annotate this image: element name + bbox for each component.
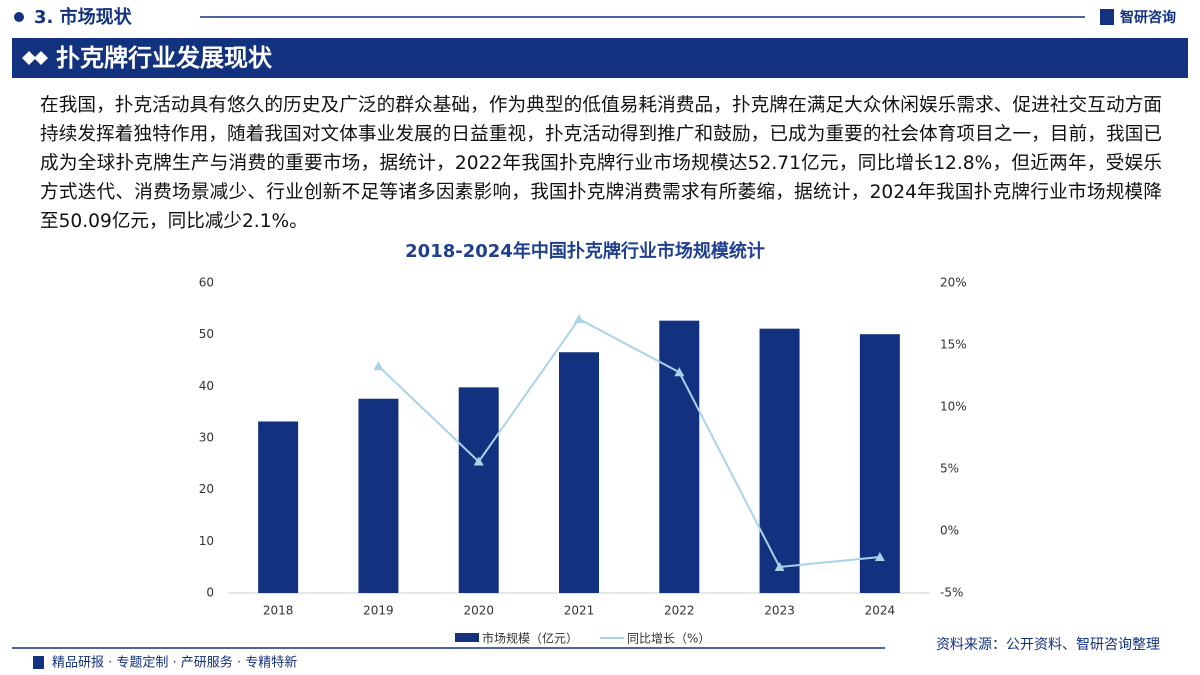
bar <box>659 320 700 593</box>
x-tick-label: 2019 <box>363 604 394 618</box>
line-marker <box>674 367 685 377</box>
chart-title: 2018-2024年中国扑克牌行业市场规模统计 <box>405 240 765 262</box>
bar <box>759 328 800 593</box>
line-marker <box>574 313 584 323</box>
x-tick-label: 2020 <box>463 604 494 618</box>
bar <box>559 352 599 593</box>
y2-tick-label: 5% <box>940 462 959 476</box>
logo-icon <box>1100 9 1114 25</box>
x-tick-label: 2023 <box>764 604 795 618</box>
x-tick-label: 2021 <box>564 604 595 618</box>
body-text: 在我国，扑克活动具有悠久的历史及广泛的群众基础，作为典型的低值易耗消费品，扑克牌… <box>40 95 1162 232</box>
y-tick-label: 60 <box>199 276 214 290</box>
footer-icon <box>33 656 44 669</box>
y-tick-label: 40 <box>199 379 214 393</box>
line-marker <box>373 361 384 371</box>
line-marker <box>774 561 785 571</box>
y2-tick-label: 0% <box>940 524 959 538</box>
line-marker <box>473 456 484 466</box>
section: 3. 市场现状 <box>34 6 133 28</box>
y2-tick-label: 20% <box>940 276 967 290</box>
bar <box>859 334 900 593</box>
y-tick-label: 0 <box>206 586 214 600</box>
title-banner <box>12 38 1188 78</box>
page-title: 扑克牌行业发展现状 <box>56 44 273 72</box>
x-tick-label: 2018 <box>263 604 294 618</box>
y-tick-label: 10 <box>199 534 214 548</box>
line-marker <box>874 552 885 562</box>
x-tick-label: 2022 <box>664 604 695 618</box>
source: 资料来源：公开资料、智研咨询整理 <box>936 637 1160 653</box>
legend-label: 同比增长（%） <box>627 632 710 646</box>
bar <box>458 387 499 593</box>
y-tick-label: 50 <box>199 327 214 341</box>
diamond-icon <box>22 51 48 65</box>
chart: 2018-2024年中国扑克牌行业市场规模统计 资料来源：公开资料、智研咨询整理… <box>12 240 1160 671</box>
footer: 精品研报 · 专题定制 · 产研服务 · 专精特新 <box>52 655 297 671</box>
bullet <box>14 12 24 22</box>
line <box>377 317 880 569</box>
y-tick-label: 20 <box>199 482 214 496</box>
bar <box>258 421 299 593</box>
y2-tick-label: 15% <box>940 338 967 352</box>
y-tick-label: 30 <box>199 431 214 445</box>
header: 3. 市场现状 智研咨询 扑克牌行业发展现状 <box>12 6 1188 78</box>
y2-tick-label: 10% <box>940 400 967 414</box>
brand: 智研咨询 <box>1119 9 1176 26</box>
legend-swatch <box>455 633 479 642</box>
y2-tick-label: -5% <box>940 586 963 600</box>
bar <box>358 398 399 593</box>
x-tick-label: 2024 <box>865 604 896 618</box>
legend-label: 市场规模（亿元） <box>482 631 578 646</box>
